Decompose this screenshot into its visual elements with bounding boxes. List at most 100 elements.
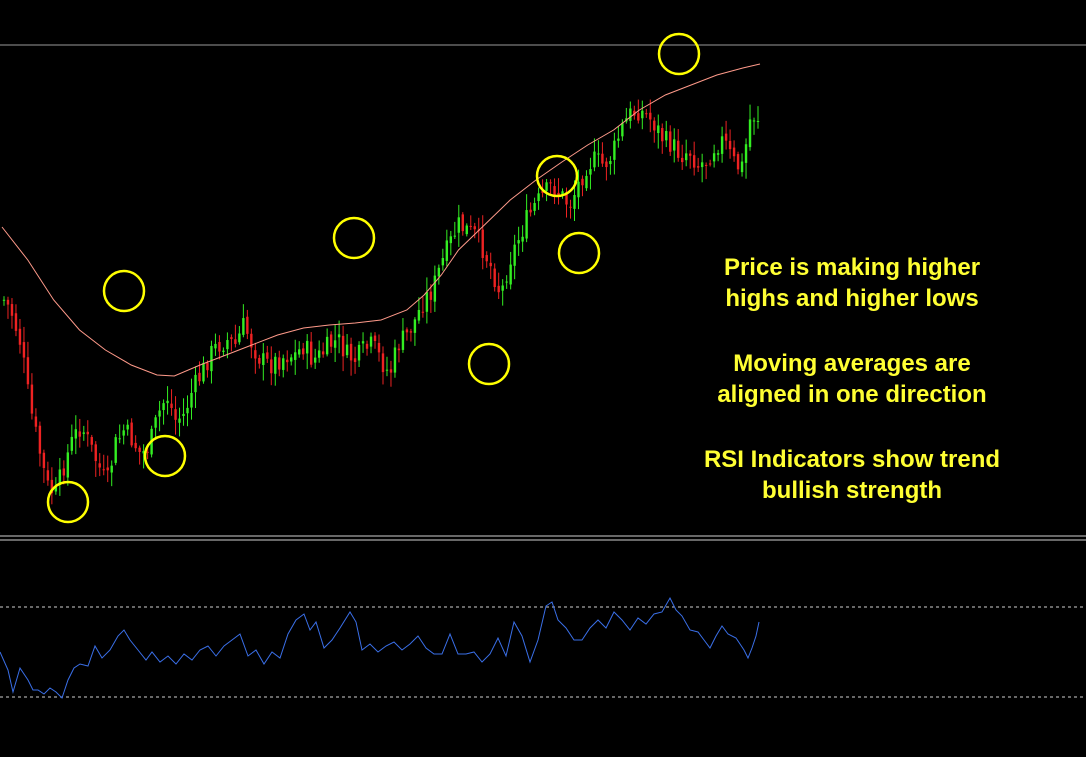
bullish-candle	[345, 344, 349, 356]
bearish-candle	[377, 342, 381, 353]
bullish-candle	[357, 344, 361, 361]
annotation-line: aligned in one direction	[717, 381, 987, 408]
bearish-candle	[250, 333, 253, 348]
bearish-candle	[708, 163, 712, 165]
bullish-candle	[593, 151, 596, 168]
bearish-candle	[258, 357, 261, 364]
bullish-candle	[748, 119, 752, 148]
bearish-candle	[581, 178, 584, 186]
higher-low-marker	[557, 231, 601, 275]
annotation-line: RSI Indicators show trend	[703, 446, 1001, 473]
bearish-candle	[473, 226, 476, 230]
bearish-candle	[94, 444, 97, 462]
bearish-candle	[736, 154, 740, 170]
bullish-candle	[756, 120, 760, 122]
bullish-candle	[122, 430, 125, 436]
bullish-candle	[114, 437, 117, 463]
bearish-candle	[170, 403, 173, 408]
bearish-candle	[22, 342, 26, 358]
bullish-candle	[126, 424, 129, 430]
bearish-candle	[696, 166, 700, 168]
bullish-candle	[2, 299, 6, 301]
annotation-line: bullish strength	[762, 477, 942, 504]
bearish-candle	[50, 479, 54, 494]
bullish-candle	[182, 413, 185, 417]
bullish-candle	[393, 347, 397, 373]
bullish-candle	[290, 357, 293, 362]
bullish-candle	[274, 356, 277, 374]
bullish-candle	[154, 417, 157, 428]
bullish-candle	[585, 175, 588, 189]
bearish-candle	[46, 470, 50, 481]
bullish-candle	[333, 340, 337, 348]
bullish-candle	[457, 217, 460, 233]
bearish-candle	[341, 335, 345, 357]
bearish-candle	[321, 351, 325, 355]
bearish-candle	[389, 369, 393, 373]
bullish-candle	[573, 195, 576, 209]
bullish-candle	[641, 110, 644, 119]
bearish-candle	[34, 416, 38, 427]
bearish-candle	[329, 334, 333, 347]
annotation-line: Price is making higher	[723, 254, 981, 281]
bearish-candle	[637, 113, 640, 121]
bullish-candle	[162, 403, 165, 411]
bearish-candle	[26, 357, 30, 385]
bearish-candle	[349, 343, 353, 361]
bullish-candle	[617, 138, 620, 141]
bearish-candle	[198, 372, 201, 382]
bullish-candle	[118, 438, 121, 440]
bullish-candle	[242, 318, 245, 335]
bullish-candle	[194, 374, 197, 393]
bearish-candle	[78, 431, 81, 437]
bearish-candle	[661, 128, 664, 142]
bearish-candle	[146, 451, 149, 453]
bullish-candle	[684, 153, 688, 161]
bullish-candle	[190, 392, 193, 408]
bullish-candle	[282, 358, 285, 370]
bullish-candle	[317, 350, 321, 358]
bearish-candle	[649, 112, 652, 120]
bullish-candle	[509, 264, 512, 285]
bearish-candle	[98, 463, 101, 468]
bearish-candle	[732, 147, 736, 157]
bearish-candle	[557, 192, 560, 196]
bullish-candle	[401, 330, 405, 350]
bullish-candle	[561, 191, 564, 196]
higher-low-marker	[143, 434, 187, 478]
bearish-candle	[677, 140, 680, 158]
bullish-candle	[517, 240, 520, 244]
bullish-candle	[262, 353, 265, 365]
bullish-candle	[226, 340, 229, 350]
bearish-candle	[728, 140, 732, 150]
bearish-candle	[461, 214, 464, 232]
rsi-line	[0, 596, 760, 699]
bullish-candle	[433, 275, 437, 302]
higher-high-marker	[102, 269, 146, 313]
bearish-candle	[138, 447, 141, 452]
bearish-candle	[206, 362, 209, 371]
bullish-candle	[712, 153, 716, 162]
bullish-candle	[657, 125, 660, 134]
bearish-candle	[254, 350, 257, 359]
bullish-candle	[385, 369, 389, 371]
bullish-candle	[453, 235, 457, 237]
bearish-candle	[493, 268, 496, 288]
bullish-candle	[417, 309, 421, 321]
bullish-candle	[597, 153, 600, 155]
bullish-candle	[66, 452, 70, 478]
bearish-candle	[489, 262, 492, 267]
bullish-candle	[178, 418, 181, 423]
bullish-candle	[665, 130, 668, 141]
annotation-line: Moving averages are	[733, 350, 971, 377]
bullish-candle	[589, 169, 592, 175]
bullish-candle	[744, 144, 748, 163]
bearish-candle	[469, 225, 472, 227]
bullish-candle	[465, 225, 468, 235]
annotation-rsi: RSI Indicators show trend bullish streng…	[672, 444, 1032, 506]
bearish-candle	[373, 335, 377, 342]
bearish-candle	[365, 343, 369, 349]
bearish-candle	[62, 468, 66, 476]
bullish-candle	[294, 352, 297, 360]
